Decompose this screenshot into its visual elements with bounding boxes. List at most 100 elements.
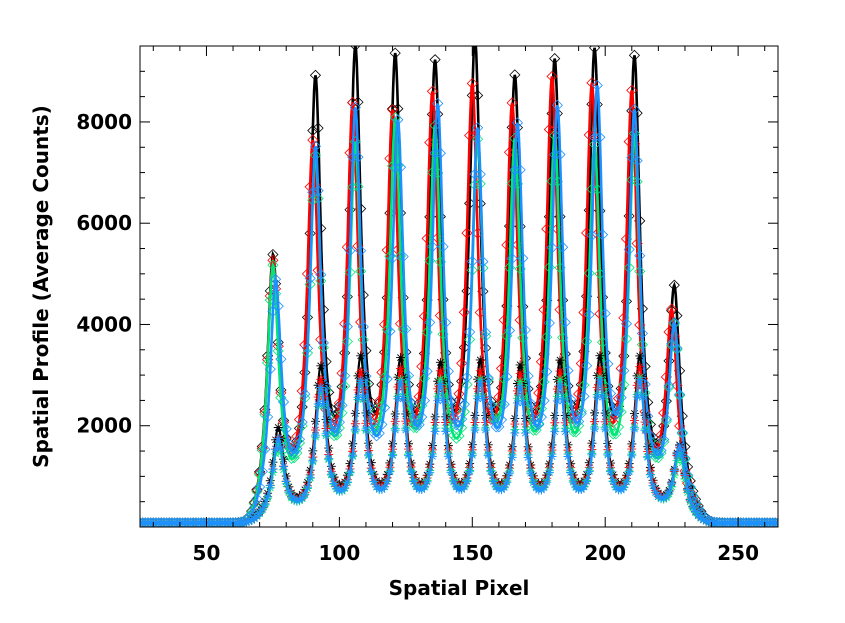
data-point [309, 69, 322, 81]
data-point [592, 392, 602, 402]
data-point [453, 388, 465, 400]
data-point [410, 419, 423, 431]
data-point [594, 308, 606, 320]
data-point [559, 316, 571, 328]
data-point [336, 407, 348, 419]
data-point [595, 351, 605, 361]
data-point [288, 452, 300, 464]
data-point [317, 337, 329, 349]
data-point [410, 422, 423, 434]
data-point [424, 316, 436, 329]
data-point [555, 366, 565, 376]
data-point [284, 486, 294, 496]
data-point [389, 112, 401, 124]
data-point [667, 479, 677, 489]
data-point [386, 252, 399, 264]
data-point [310, 430, 320, 440]
data-point [486, 467, 496, 477]
data-point [607, 403, 619, 415]
data-point [247, 515, 257, 525]
data-point [403, 450, 413, 460]
data-point [658, 436, 670, 448]
data-point [251, 493, 263, 505]
data-point [347, 151, 359, 163]
y-tick-label: 8000 [76, 110, 132, 134]
data-point [472, 133, 484, 145]
data-point [618, 379, 630, 391]
data-point [520, 428, 530, 438]
data-point [470, 425, 480, 435]
data-point [586, 229, 598, 241]
data-point [550, 427, 560, 437]
data-point [604, 387, 617, 400]
data-point [466, 77, 478, 90]
x-tick-label: 150 [451, 541, 493, 565]
data-point [396, 353, 406, 363]
data-point [419, 482, 429, 492]
data-point [499, 482, 509, 492]
data-point [629, 424, 639, 434]
data-point [435, 366, 445, 376]
data-point [584, 466, 594, 476]
data-point [505, 468, 515, 478]
data-point [384, 325, 396, 337]
data-point [635, 362, 645, 372]
data-point [552, 396, 562, 406]
data-point [480, 326, 492, 338]
data-point [416, 411, 428, 423]
data-point [397, 251, 409, 263]
x-axis-title: Spatial Pixel [389, 576, 530, 600]
data-point [557, 241, 569, 253]
data-point [376, 418, 388, 431]
data-point [401, 425, 411, 435]
data-point [254, 481, 266, 493]
data-point [316, 361, 326, 371]
data-point [620, 318, 633, 330]
data-point [394, 161, 407, 173]
data-point [277, 396, 290, 408]
data-point [435, 374, 445, 384]
data-point [441, 426, 451, 436]
data-point [257, 504, 267, 514]
data-point [456, 357, 468, 369]
data-point [279, 462, 289, 472]
data-point [652, 449, 664, 461]
data-point [485, 399, 497, 411]
data-point [481, 425, 491, 435]
data-point [671, 342, 683, 354]
data-point [348, 450, 358, 460]
data-point [438, 396, 448, 406]
data-point [563, 452, 573, 462]
data-point [477, 256, 489, 268]
data-point [313, 399, 323, 409]
data-point [565, 393, 577, 405]
data-point [300, 489, 310, 499]
data-point [514, 164, 526, 176]
y-tick-label: 6000 [76, 211, 132, 235]
data-point [259, 443, 271, 455]
data-point [465, 467, 475, 477]
data-point [442, 365, 454, 377]
data-point [347, 96, 359, 109]
data-point [599, 307, 611, 320]
data-point [256, 465, 268, 477]
data-point [331, 424, 343, 436]
data-point [554, 304, 566, 316]
data-point [610, 428, 622, 440]
data-point [666, 303, 678, 315]
data-point [603, 450, 613, 460]
data-point [483, 450, 493, 460]
data-point [288, 446, 300, 459]
data-point [336, 399, 348, 411]
data-point [606, 467, 616, 477]
data-point [566, 467, 576, 477]
data-point [308, 456, 318, 466]
data-point [600, 424, 610, 434]
data-point [506, 97, 518, 109]
data-point [487, 414, 500, 426]
data-point [405, 397, 417, 409]
data-point [688, 502, 698, 512]
data-point [464, 129, 476, 142]
data-point [598, 392, 608, 402]
data-point [672, 449, 682, 459]
